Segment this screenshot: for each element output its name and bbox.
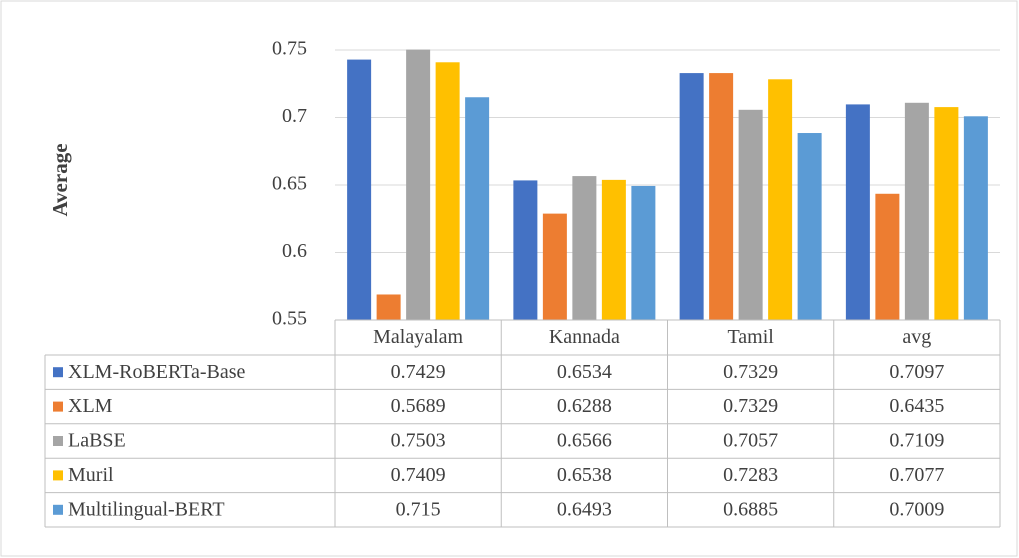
table-value: 0.6538 [557, 464, 612, 486]
bar [875, 193, 900, 320]
bar [904, 102, 929, 320]
legend-key [53, 436, 63, 446]
table-value: 0.6566 [557, 430, 612, 452]
bar [768, 79, 793, 320]
y-tick-label: 0.65 [272, 173, 307, 195]
legend-label: Multilingual-BERT [68, 498, 225, 520]
table-value: 0.7329 [723, 361, 778, 383]
y-tick-label: 0.75 [272, 38, 307, 60]
table-value: 0.7097 [889, 361, 944, 383]
x-tick-label: Malayalam [373, 326, 463, 348]
table-value: 0.7329 [723, 395, 778, 417]
legend-label: LaBSE [68, 430, 126, 452]
bar [963, 116, 988, 320]
x-tick-label: Tamil [727, 326, 774, 348]
table-value: 0.6435 [889, 395, 944, 417]
table-value: 0.6493 [557, 498, 612, 520]
table-value: 0.7283 [723, 464, 778, 486]
table-value: 0.6534 [557, 361, 612, 383]
bar [347, 59, 372, 321]
bar [797, 133, 822, 320]
y-tick-label: 0.6 [282, 240, 307, 262]
bar [709, 73, 734, 321]
table-value: 0.6885 [723, 498, 778, 520]
table-value: 0.7057 [723, 430, 778, 452]
table-value: 0.7409 [391, 464, 446, 486]
table-value: 0.7109 [889, 430, 944, 452]
bar [934, 107, 959, 320]
table-value: 0.7503 [391, 430, 446, 452]
legend-key [53, 367, 63, 378]
bar [631, 185, 656, 320]
table-value: 0.715 [396, 498, 441, 520]
legend-key [53, 401, 63, 412]
bar [542, 213, 567, 320]
table-value: 0.5689 [391, 395, 446, 417]
bar [679, 73, 704, 321]
bar [465, 97, 490, 320]
bar [738, 109, 763, 321]
bar [376, 294, 401, 320]
x-tick-label: Kannada [549, 326, 620, 348]
bar [406, 49, 431, 320]
bar [601, 179, 626, 320]
y-tick-label: 0.7 [282, 105, 307, 127]
legend-label: Muril [68, 464, 114, 486]
table-value: 0.6288 [557, 395, 612, 417]
legend-label: XLM-RoBERTa-Base [68, 361, 245, 383]
legend-key [53, 470, 63, 481]
bar [513, 180, 538, 320]
table-value: 0.7077 [889, 464, 944, 486]
bar [845, 104, 870, 320]
bar [572, 176, 597, 320]
y-tick-label: 0.55 [272, 308, 307, 330]
bar [435, 62, 460, 320]
x-tick-label: avg [902, 326, 931, 348]
y-axis-label: Average [48, 143, 72, 216]
table-value: 0.7009 [889, 498, 944, 520]
legend-key [53, 504, 63, 515]
legend-label: XLM [68, 395, 113, 417]
table-value: 0.7429 [391, 361, 446, 383]
